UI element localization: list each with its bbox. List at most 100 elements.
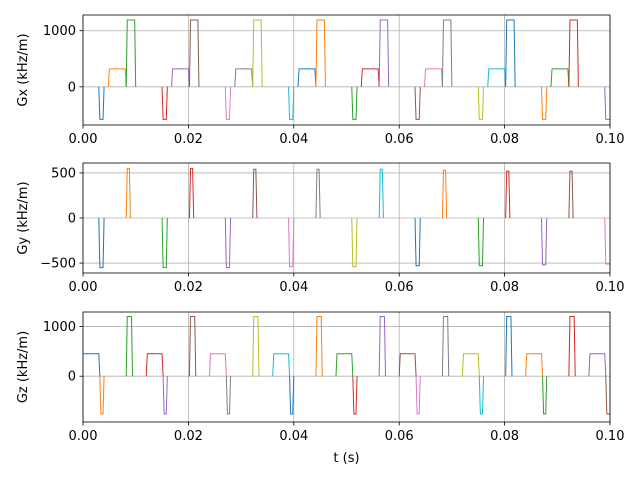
gz-y-tick-label-1: 1000 (43, 320, 76, 335)
gx-waveform-segment-23 (568, 19, 579, 87)
gy-x-tick-label-3: 0.06 (385, 280, 414, 295)
gy-waveform-segment-8 (351, 217, 358, 268)
gz-waveform-segment-15 (398, 353, 417, 377)
gx-x-tick-label-3: 0.06 (385, 132, 414, 147)
gx-waveform-segment-11 (315, 19, 326, 87)
gy-waveform-segment-13 (505, 170, 511, 219)
gy-waveform-segment-3 (188, 167, 195, 219)
gx-y-axis-label: Gx (kHz/m) (16, 33, 31, 106)
gy-x-tick-label-1: 0.02 (174, 280, 203, 295)
gz-x-tick-label-2: 0.04 (279, 429, 308, 444)
gz-y-axis-label: Gz (kHz/m) (16, 331, 31, 403)
gy-waveform-segment-10 (414, 217, 421, 267)
panel-gx: 0.00 0.02 0.04 0.06 0.08 0.10 0 1000 Gx (kHz/m) (16, 14, 625, 147)
gx-waveform-segment-24 (604, 86, 610, 120)
gz-waveform-segment-11 (315, 315, 323, 377)
panel-gy: 0.00 0.02 0.04 0.06 0.08 0.10 −500 0 500 Gy (kHz/… (16, 162, 625, 295)
gx-y-tick-label-1: 1000 (43, 24, 76, 39)
gz-x-tick-label-1: 0.02 (174, 429, 203, 444)
gz-waveform-segment-18 (461, 353, 480, 377)
gz-x-axis-label: t (s) (333, 451, 359, 466)
gx-waveform-segment-18 (477, 86, 485, 120)
gy-waveform-segment-4 (224, 217, 232, 269)
gy-waveform-segment-1 (125, 167, 131, 219)
gx-x-tick-label-0: 0.00 (69, 132, 98, 147)
gx-waveform-segment-19 (487, 68, 507, 87)
gz-waveform-segment-17 (441, 315, 450, 377)
gy-x-tick-label-5: 0.10 (596, 280, 625, 295)
gz-waveform-segment-7 (225, 376, 232, 415)
gy-y-tick-label-0: −500 (40, 257, 76, 272)
gx-x-tick-label-1: 0.02 (174, 132, 203, 147)
gz-waveform-segment-23 (568, 315, 576, 377)
gz-waveform-segment-16 (415, 376, 421, 415)
gz-waveform-segment-1 (99, 376, 105, 415)
gx-y-tick-label-0: 0 (68, 80, 76, 95)
gz-waveform-segment-5 (188, 315, 197, 377)
gy-series-group (98, 167, 610, 269)
gz-waveform-segment-24 (588, 353, 607, 377)
gz-waveform-segment-22 (542, 376, 548, 415)
gx-waveform-segment-14 (378, 19, 390, 87)
gz-waveform-segment-25 (605, 376, 610, 415)
gx-waveform-segment-2 (125, 19, 137, 87)
gx-waveform-segment-16 (424, 68, 443, 87)
gx-waveform-segment-9 (288, 86, 295, 120)
gy-x-tick-label-2: 0.04 (279, 280, 308, 295)
gz-x-tick-label-3: 0.06 (385, 429, 414, 444)
gz-waveform-segment-19 (478, 376, 485, 415)
gz-waveform-segment-6 (208, 353, 227, 377)
gx-waveform-segment-15 (414, 86, 421, 120)
gx-x-tick-label-4: 0.08 (490, 132, 519, 147)
gz-waveform-segment-9 (272, 353, 291, 377)
gz-series-group (83, 315, 610, 415)
gy-y-tick-label-2: 500 (51, 166, 76, 181)
gz-waveform-segment-21 (525, 353, 544, 377)
gx-waveform-segment-7 (234, 68, 254, 87)
gx-waveform-segment-20 (505, 19, 516, 87)
gx-axes-frame (82, 14, 611, 126)
gy-waveform-segment-11 (441, 169, 448, 219)
gy-x-tick-label-0: 0.00 (69, 280, 98, 295)
gx-waveform-segment-1 (107, 68, 127, 87)
gz-waveform-segment-4 (162, 376, 168, 415)
gz-axes-frame (82, 311, 611, 423)
gz-y-tick-label-0: 0 (68, 370, 76, 385)
gy-waveform-segment-7 (315, 168, 321, 219)
gy-x-tick-label-4: 0.08 (490, 280, 519, 295)
gx-waveform-segment-12 (351, 86, 358, 120)
gz-waveform-segment-10 (289, 376, 295, 415)
gz-waveform-segment-12 (335, 353, 354, 377)
gy-waveform-segment-9 (378, 168, 384, 219)
gx-x-tick-label-5: 0.10 (596, 132, 625, 147)
gy-waveform-segment-14 (540, 217, 548, 266)
gy-waveform-segment-0 (98, 217, 105, 269)
gy-waveform-segment-15 (568, 170, 574, 219)
gx-series-group (98, 19, 610, 120)
panel-gz: 0.00 0.02 0.04 0.06 0.08 0.10 0 1000 Gz (kHz/m) t… (16, 311, 625, 466)
gx-waveform-segment-10 (297, 68, 317, 87)
gy-waveform-segment-6 (288, 217, 295, 268)
gz-waveform-segment-2 (125, 315, 134, 377)
gz-waveform-segment-3 (145, 353, 164, 377)
gz-waveform-segment-13 (352, 376, 358, 415)
gx-waveform-segment-6 (224, 86, 232, 120)
gz-waveform-segment-14 (378, 315, 386, 377)
gy-waveform-segment-2 (161, 217, 168, 269)
gz-x-tick-label-0: 0.00 (69, 429, 98, 444)
gy-y-tick-label-1: 0 (68, 212, 76, 227)
gx-waveform-segment-4 (171, 68, 190, 87)
gz-x-tick-label-4: 0.08 (490, 429, 519, 444)
gx-waveform-segment-22 (550, 68, 570, 87)
gz-x-tick-label-5: 0.10 (596, 429, 625, 444)
gx-waveform-segment-13 (360, 68, 380, 87)
gx-waveform-segment-17 (441, 19, 453, 87)
gz-waveform-segment-0 (83, 353, 101, 377)
gx-x-tick-label-2: 0.04 (279, 132, 308, 147)
gx-waveform-segment-21 (540, 86, 548, 120)
gy-y-axis-label: Gy (kHz/m) (16, 181, 31, 254)
gz-waveform-segment-8 (252, 315, 260, 377)
gx-waveform-segment-8 (252, 19, 263, 87)
